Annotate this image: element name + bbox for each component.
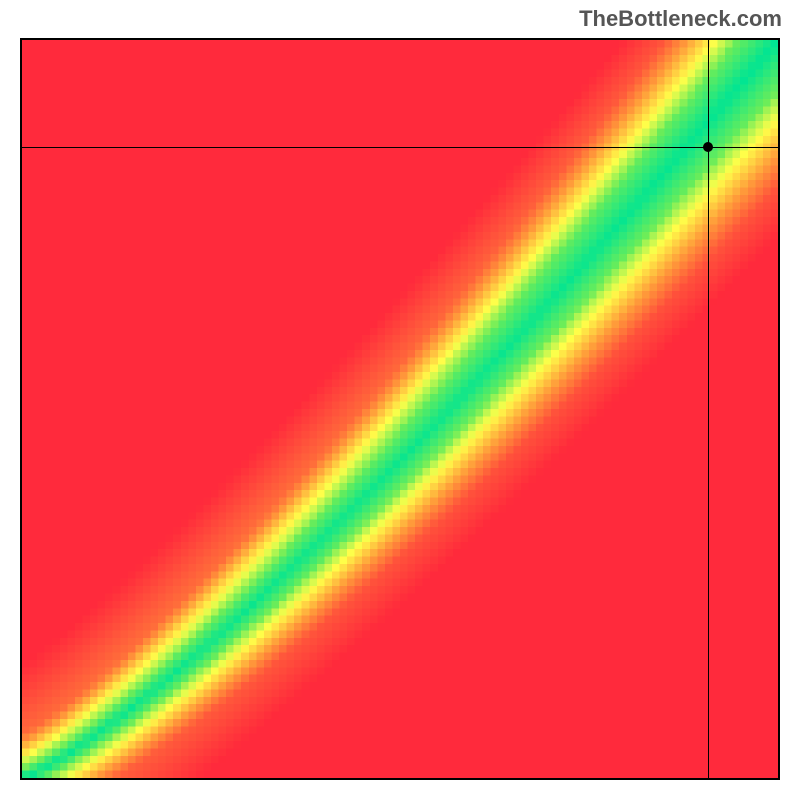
crosshair-dot bbox=[703, 142, 713, 152]
heatmap-plot bbox=[20, 38, 780, 780]
chart-container: TheBottleneck.com bbox=[0, 0, 800, 800]
crosshair-horizontal bbox=[22, 147, 778, 148]
watermark-text: TheBottleneck.com bbox=[579, 6, 782, 32]
heatmap-canvas bbox=[22, 40, 778, 778]
